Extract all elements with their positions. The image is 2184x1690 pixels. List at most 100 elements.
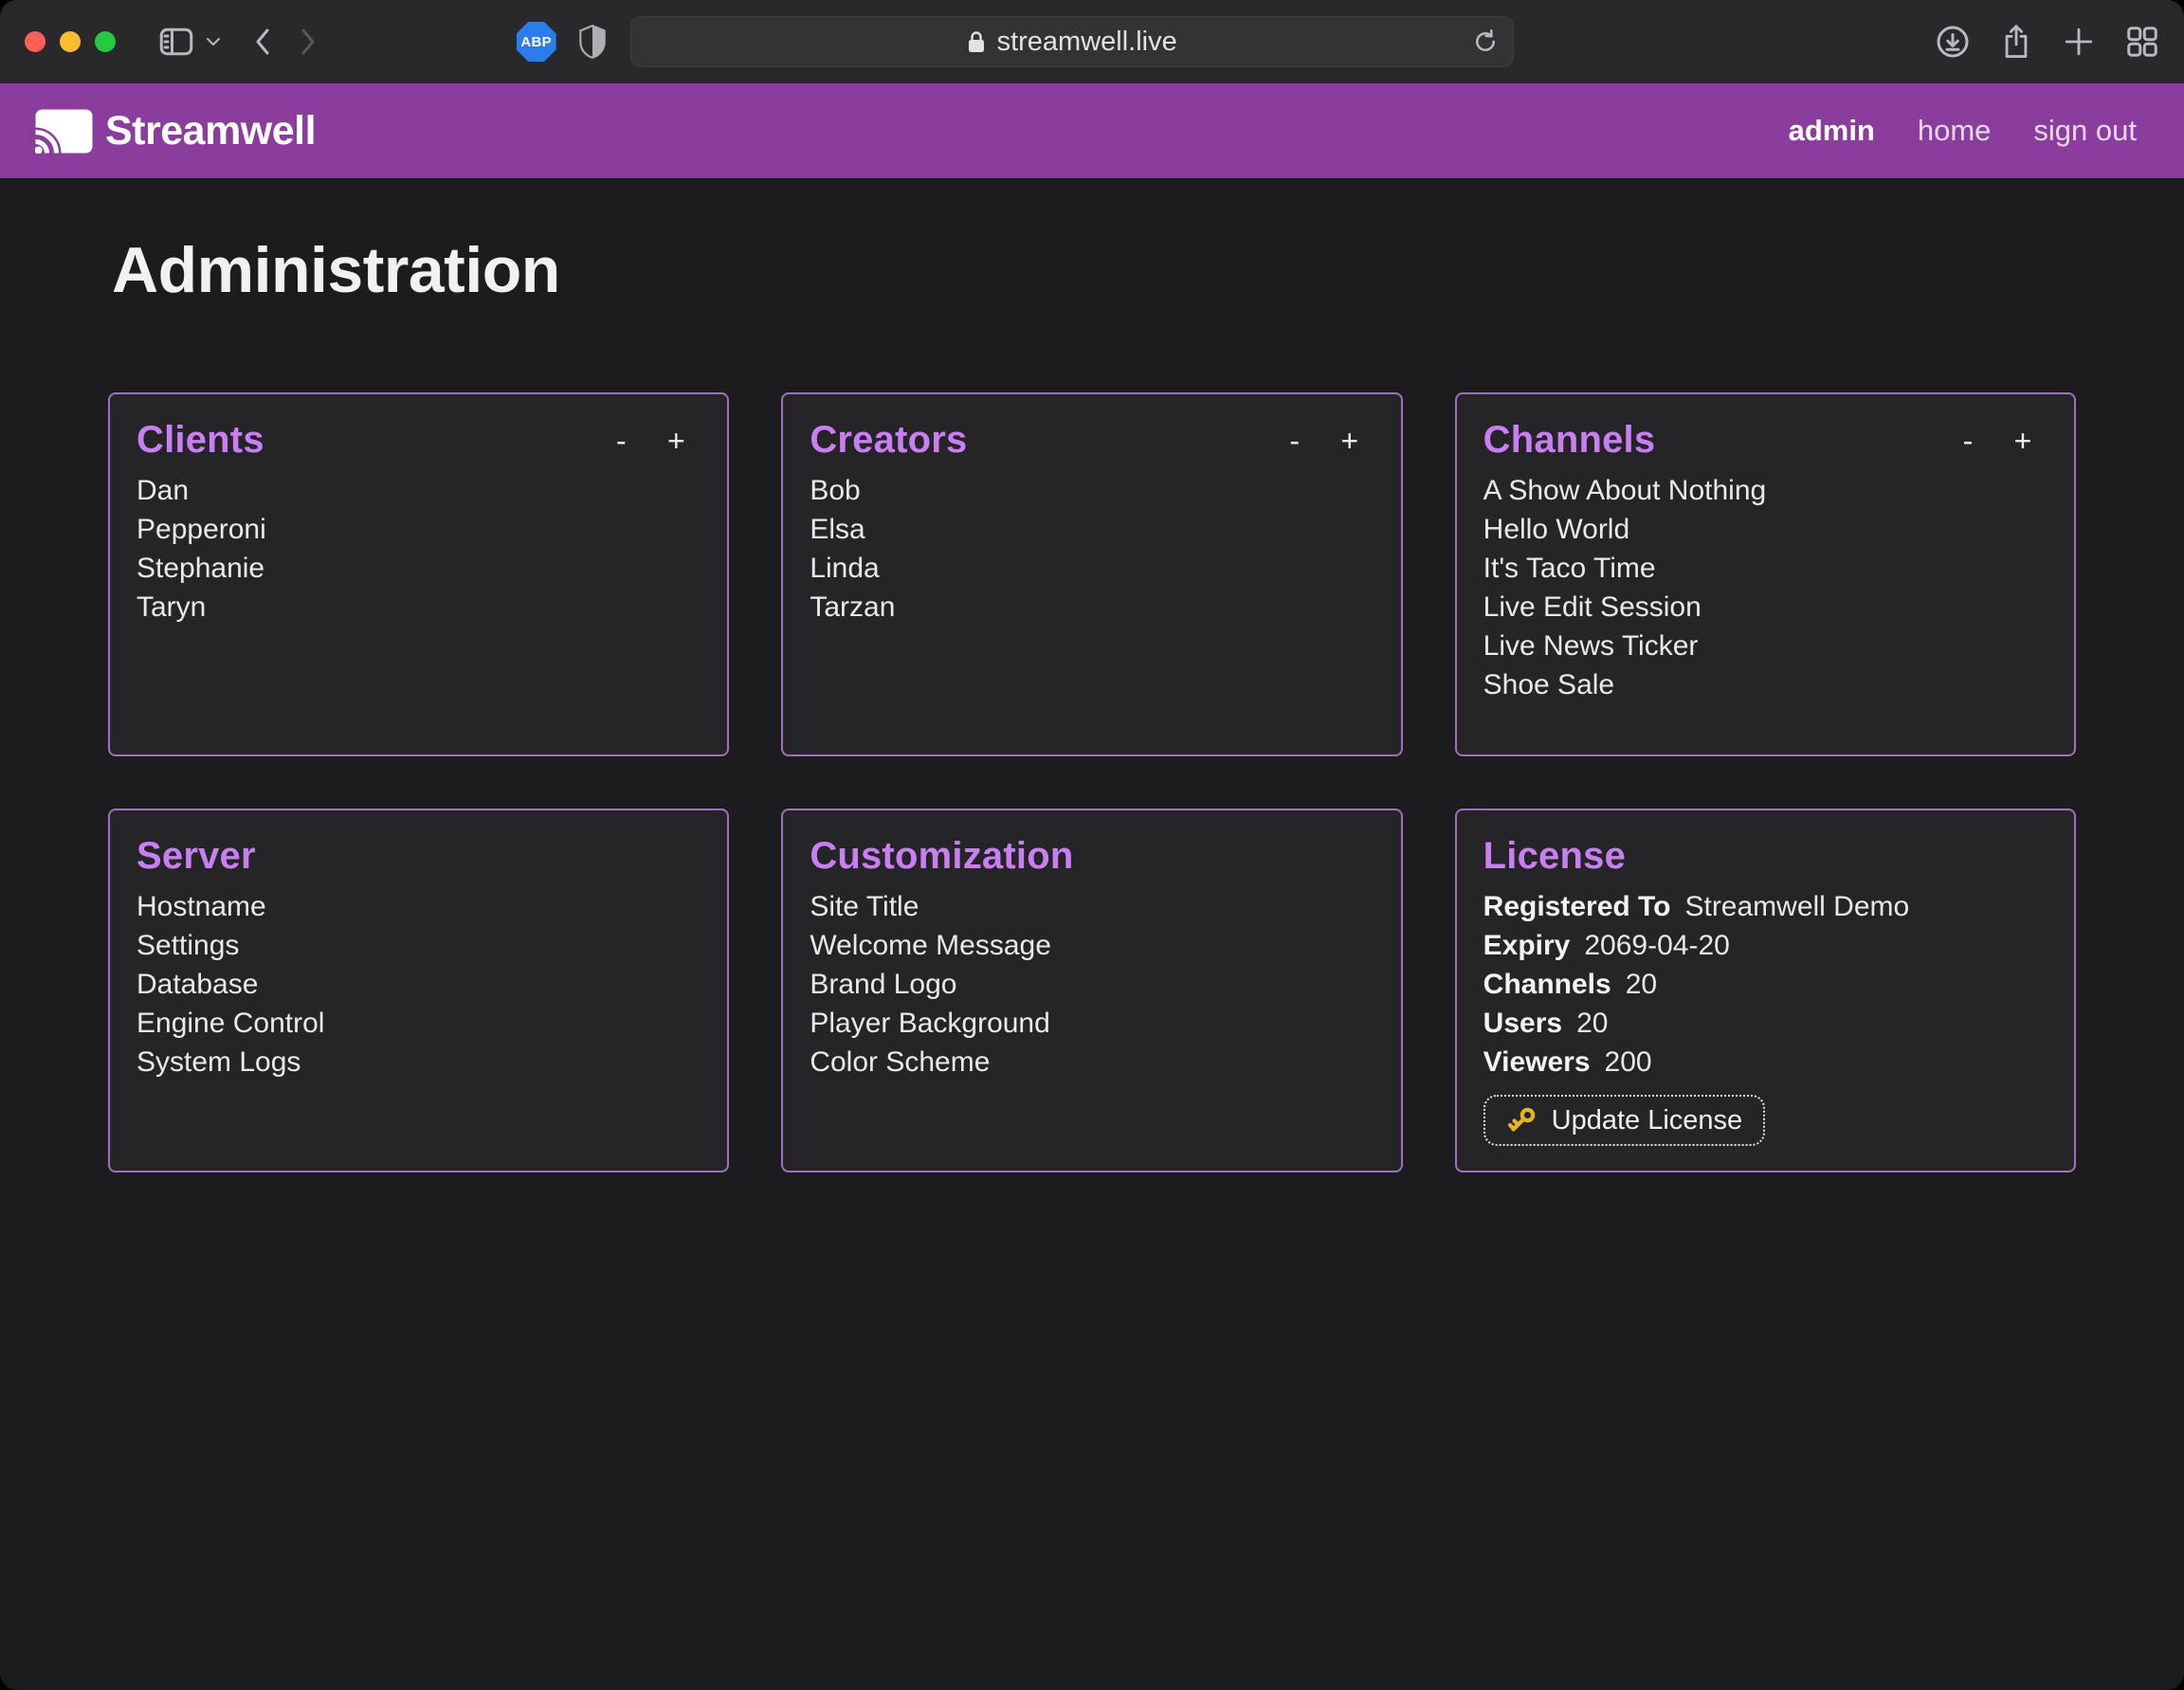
customization-item[interactable]: Brand Logo — [810, 965, 1374, 1004]
creators-card-title: Creators — [810, 419, 967, 462]
forward-button[interactable] — [298, 26, 318, 58]
zoom-button[interactable] — [95, 31, 116, 52]
clients-card-title: Clients — [136, 419, 264, 462]
brand-logo-link[interactable]: Streamwell — [35, 108, 316, 154]
channel-item[interactable]: A Show About Nothing — [1483, 471, 2048, 510]
share-button[interactable] — [2000, 24, 2032, 60]
card-server: Server Hostname Settings Database Engine… — [108, 809, 729, 1172]
card-clients: Clients - + Dan Pepperoni Stephanie Tary… — [108, 392, 729, 756]
download-icon — [1936, 25, 1970, 59]
creators-add-button[interactable]: + — [1329, 426, 1371, 456]
brand-name: Streamwell — [105, 108, 316, 154]
customization-item[interactable]: Color Scheme — [810, 1043, 1374, 1081]
creator-item[interactable]: Tarzan — [810, 588, 1374, 627]
client-item[interactable]: Dan — [136, 471, 701, 510]
license-row: Expiry 2069-04-20 — [1483, 926, 2048, 965]
server-item[interactable]: Settings — [136, 926, 701, 965]
cast-logo-icon — [35, 109, 93, 154]
site-navbar: Streamwell admin home sign out — [0, 83, 2184, 178]
client-item[interactable]: Pepperoni — [136, 510, 701, 549]
address-bar[interactable]: streamwell.live — [630, 16, 1514, 67]
clients-controls: - + — [600, 426, 701, 456]
key-icon — [1506, 1104, 1538, 1136]
channel-item[interactable]: Hello World — [1483, 510, 2048, 549]
new-tab-button[interactable] — [2063, 24, 2095, 60]
client-item[interactable]: Stephanie — [136, 549, 701, 588]
card-license: License Registered To Streamwell Demo Exp… — [1455, 809, 2076, 1172]
channel-item[interactable]: Live Edit Session — [1483, 588, 2048, 627]
channels-card-title: Channels — [1483, 419, 1656, 462]
share-icon — [2000, 24, 2032, 60]
card-channels: Channels - + A Show About Nothing Hello … — [1455, 392, 2076, 756]
creator-item[interactable]: Elsa — [810, 510, 1374, 549]
page-title: Administration — [112, 233, 2076, 307]
license-field-value: 200 — [1605, 1046, 1652, 1078]
server-item[interactable]: Database — [136, 965, 701, 1004]
forward-icon — [298, 26, 318, 58]
update-license-button[interactable]: Update License — [1483, 1095, 1766, 1146]
creator-item[interactable]: Bob — [810, 471, 1374, 510]
server-item[interactable]: Engine Control — [136, 1004, 701, 1043]
reload-button[interactable] — [1471, 27, 1500, 56]
browser-window: ABP streamwell.live — [0, 0, 2184, 1690]
channel-item[interactable]: Shoe Sale — [1483, 665, 2048, 704]
server-card-title: Server — [136, 835, 256, 878]
sidebar-icon — [159, 27, 193, 56]
plus-icon — [2063, 26, 2095, 58]
client-item[interactable]: Taryn — [136, 588, 701, 627]
back-icon — [252, 26, 273, 58]
nav-link-admin[interactable]: admin — [1789, 114, 1875, 148]
update-license-label: Update License — [1552, 1105, 1743, 1136]
clients-remove-button[interactable]: - — [600, 426, 642, 456]
license-field-value: 20 — [1626, 969, 1657, 1000]
customization-item[interactable]: Player Background — [810, 1004, 1374, 1043]
license-field-label: Users — [1483, 1008, 1562, 1039]
chevron-down-icon — [205, 36, 222, 47]
nav-link-home[interactable]: home — [1918, 114, 1992, 148]
clients-list: Dan Pepperoni Stephanie Taryn — [136, 471, 701, 627]
privacy-extension-button[interactable] — [577, 24, 608, 60]
minimize-button[interactable] — [60, 31, 81, 52]
cards-grid: Clients - + Dan Pepperoni Stephanie Tary… — [108, 392, 2076, 1172]
main-content: Administration Clients - + Dan Pepperoni… — [0, 233, 2184, 1172]
tab-overview-button[interactable] — [2125, 24, 2159, 60]
license-field-value: Streamwell Demo — [1684, 891, 1909, 922]
license-row: Users20 — [1483, 1004, 2048, 1043]
license-row: Viewers 200 — [1483, 1043, 2048, 1081]
license-field-label: Expiry — [1483, 930, 1571, 961]
license-row: Channels20 — [1483, 965, 2048, 1004]
creator-item[interactable]: Linda — [810, 549, 1374, 588]
sidebar-menu-button[interactable] — [205, 36, 222, 47]
browser-toolbar: ABP streamwell.live — [0, 0, 2184, 83]
channel-item[interactable]: It's Taco Time — [1483, 549, 2048, 588]
nav-links: admin home sign out — [1789, 114, 2137, 148]
abp-badge-label: ABP — [520, 34, 552, 50]
back-button[interactable] — [252, 26, 273, 58]
customization-item[interactable]: Welcome Message — [810, 926, 1374, 965]
sidebar-toggle-button[interactable] — [159, 27, 193, 56]
server-item[interactable]: Hostname — [136, 887, 701, 926]
creators-remove-button[interactable]: - — [1274, 426, 1316, 456]
customization-item[interactable]: Site Title — [810, 887, 1374, 926]
channels-add-button[interactable]: + — [2002, 426, 2044, 456]
license-field-label: Registered To — [1483, 891, 1671, 922]
license-field-value: 2069-04-20 — [1584, 930, 1729, 961]
server-item[interactable]: System Logs — [136, 1043, 701, 1081]
downloads-button[interactable] — [1936, 24, 1970, 60]
toolbar-right-icons — [1936, 24, 2159, 60]
shield-icon — [577, 24, 608, 60]
channels-remove-button[interactable]: - — [1947, 426, 1989, 456]
server-list: Hostname Settings Database Engine Contro… — [136, 887, 701, 1081]
tab-grid-icon — [2125, 25, 2159, 59]
card-creators: Creators - + Bob Elsa Linda Tarzan — [781, 392, 1402, 756]
license-card-title: License — [1483, 835, 1626, 878]
channels-list: A Show About Nothing Hello World It's Ta… — [1483, 471, 2048, 704]
creators-controls: - + — [1274, 426, 1374, 456]
channel-item[interactable]: Live News Ticker — [1483, 627, 2048, 665]
clients-add-button[interactable]: + — [655, 426, 697, 456]
nav-link-sign-out[interactable]: sign out — [2033, 114, 2137, 148]
close-button[interactable] — [25, 31, 46, 52]
traffic-lights — [25, 31, 116, 52]
abp-extension-button[interactable]: ABP — [517, 22, 556, 62]
license-field-label: Viewers — [1483, 1046, 1591, 1078]
